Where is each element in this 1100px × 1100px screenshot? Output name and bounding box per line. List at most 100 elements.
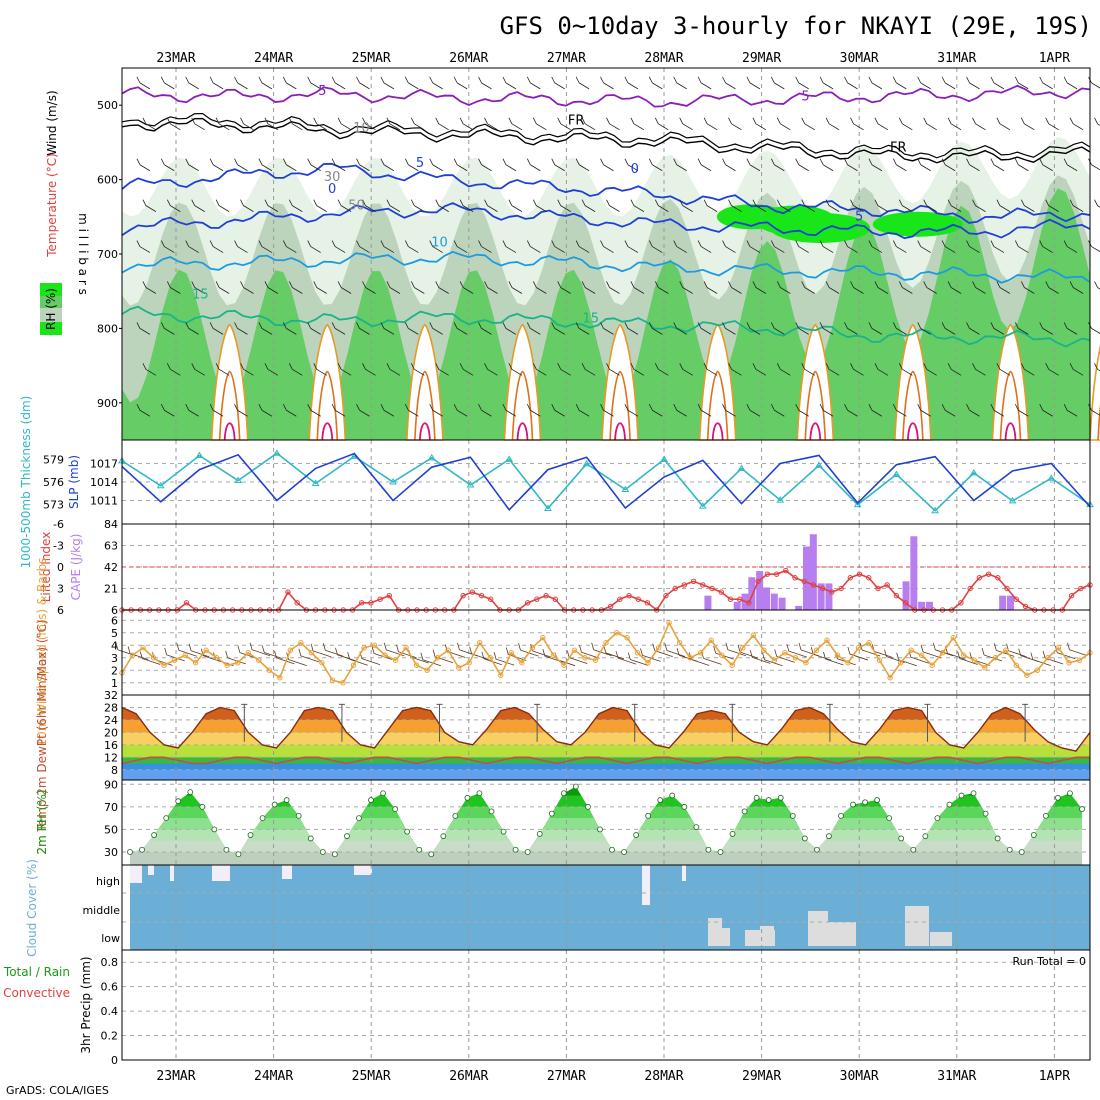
- wind-barb: [557, 117, 571, 131]
- wind-barb: [160, 158, 175, 172]
- wind-barb: [191, 363, 205, 376]
- wind-barb: [185, 240, 199, 253]
- wind-barb: [209, 158, 224, 172]
- cape-bar: [802, 546, 810, 610]
- surface-wind-barb: [737, 644, 759, 659]
- precip-tick: 0.6: [101, 981, 119, 994]
- lifted-index-point: [672, 585, 678, 592]
- wind-barb: [850, 117, 864, 131]
- wind-barb: [356, 322, 370, 335]
- rh-point: [645, 812, 652, 819]
- wind-barb: [435, 281, 449, 294]
- contour-label: FR: [890, 140, 907, 155]
- wind-speed-point: [729, 662, 735, 668]
- thickness-point: [582, 459, 591, 467]
- temp-tick: 16: [104, 739, 118, 752]
- wind-barb: [551, 404, 565, 417]
- rh-point: [440, 833, 447, 840]
- thickness-point: [427, 453, 436, 461]
- wind-barb: [136, 240, 151, 253]
- wind-speed-point: [561, 662, 567, 668]
- wind-barb: [679, 363, 693, 376]
- wind-barb: [673, 76, 687, 90]
- wind-speed-point: [413, 662, 420, 668]
- wind-barb: [362, 281, 376, 294]
- temp-tick: 8: [111, 764, 118, 777]
- wind-barb: [288, 281, 303, 294]
- wind-barb: [673, 322, 687, 335]
- wind-barb: [435, 117, 449, 131]
- precip-run-total: Run Total = 0: [1013, 955, 1087, 968]
- rh-label: 2m RH (%): [35, 789, 49, 854]
- wind-barb: [453, 158, 468, 172]
- cloud-layer-low: low: [101, 932, 120, 945]
- wind-barb: [478, 158, 492, 172]
- lifted-index-point: [626, 592, 632, 599]
- wind-barb: [844, 76, 858, 90]
- surface-wind-barb: [652, 643, 673, 657]
- lifted-index-point: [709, 585, 715, 592]
- temperature-30-contour: [223, 422, 236, 441]
- wind-barb: [185, 322, 199, 335]
- rh-tick: 30: [104, 846, 118, 859]
- thickness-label: 1000-500mb Thickness (dm): [19, 396, 33, 569]
- wind-barb: [307, 76, 321, 90]
- rh-point: [344, 833, 350, 840]
- rh-point: [1067, 790, 1073, 797]
- wind-barb: [746, 158, 761, 172]
- wind-barb: [331, 322, 346, 335]
- contour-label: 0: [328, 182, 336, 197]
- cape-bar: [770, 593, 778, 610]
- surface-wind-barb: [786, 644, 808, 658]
- side-label-wind: Wind (m/s): [45, 90, 59, 155]
- wind-barb: [600, 404, 614, 417]
- wind-speed-point: [361, 645, 367, 651]
- wind-barb: [386, 199, 401, 212]
- rh-point: [633, 832, 640, 838]
- isotherm--5: [121, 84, 1091, 108]
- wind-barb: [868, 404, 883, 417]
- surface-wind-barb: [1067, 642, 1088, 657]
- date-label-bottom-26MAR: 26MAR: [449, 1069, 488, 1084]
- wind-barb: [600, 76, 614, 90]
- wind-barb: [966, 404, 980, 417]
- rh-point: [994, 835, 1001, 842]
- lifted-index-point: [663, 592, 669, 599]
- wind-barb: [478, 240, 492, 253]
- wind-barb: [679, 281, 693, 294]
- wind-speed-point: [298, 640, 304, 646]
- rh-point: [705, 846, 712, 853]
- wind-barb: [215, 199, 230, 212]
- surface-wind-barb: [1042, 650, 1064, 665]
- wind-barb: [429, 158, 443, 172]
- rh-point: [934, 815, 941, 822]
- date-label-top-28MAR: 28MAR: [644, 51, 683, 66]
- wind-barb: [532, 363, 547, 376]
- wind-barb: [356, 404, 370, 417]
- wind-barb: [770, 76, 785, 90]
- cross-section-ytick: 800: [97, 322, 118, 335]
- surface-wind-barb: [383, 642, 405, 657]
- wind-barb: [331, 76, 346, 90]
- wind-barb: [679, 117, 693, 131]
- wind-speed-point: [750, 632, 757, 638]
- wind-barb: [581, 117, 596, 131]
- cloud-gap: [682, 865, 686, 881]
- temp-tick: 12: [104, 751, 118, 764]
- thickness-point: [311, 479, 320, 487]
- temp-tick: 20: [104, 726, 118, 739]
- wind-barb: [459, 281, 474, 294]
- wind-speed-point: [1003, 647, 1009, 653]
- wind-barb: [337, 363, 352, 376]
- wind-speed-point: [477, 640, 483, 646]
- wind-speed-point: [213, 655, 220, 661]
- wind-barb: [410, 117, 425, 131]
- wind-barb: [1069, 363, 1084, 376]
- wind-barb: [1020, 281, 1035, 294]
- rh-point: [838, 812, 844, 819]
- li-label: Lifted Index: [39, 532, 53, 603]
- precip-total-rain-label: Total / Rain: [3, 965, 70, 979]
- wind-speed-point: [371, 642, 378, 648]
- wind-barb: [142, 281, 157, 294]
- isotherm-10: [121, 250, 1091, 284]
